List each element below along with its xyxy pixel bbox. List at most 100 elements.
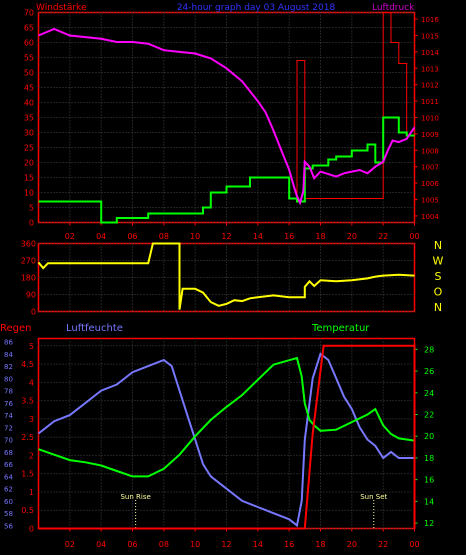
- sun-annotation: Sun Set: [360, 493, 387, 501]
- left-tick-label: 10: [24, 189, 34, 198]
- humidity-tick-label: 72: [4, 424, 13, 432]
- left-tick-label: 5: [29, 204, 34, 213]
- humidity-tick-label: 68: [4, 449, 13, 457]
- humidity-tick-label: 58: [4, 510, 13, 518]
- direction-tick-label: 360: [21, 240, 36, 249]
- x-tick-label: 22: [378, 540, 388, 549]
- pressure-series-line: [38, 27, 416, 206]
- x-tick-label: 00: [409, 540, 419, 549]
- right-tick-label: 1006: [421, 180, 439, 188]
- compass-label: W: [433, 255, 444, 268]
- x-tick-label: 10: [190, 540, 200, 549]
- humidity-tick-label: 80: [4, 375, 13, 383]
- humidity-series-line: [37, 352, 415, 528]
- direction-tick-label: 90: [26, 291, 36, 300]
- x-tick-label: 14: [253, 232, 263, 241]
- left-tick-label: 70: [24, 9, 34, 18]
- left-tick-label: 0: [29, 219, 34, 228]
- temp-tick-label: 20: [424, 432, 434, 441]
- compass-label: N: [434, 239, 442, 252]
- right-tick-label: 1005: [421, 197, 439, 205]
- regen-label: Regen: [0, 323, 32, 334]
- rain-tick-label: 1.5: [21, 470, 34, 479]
- x-tick-label: 12: [221, 232, 231, 241]
- right-tick-label: 1011: [421, 98, 439, 106]
- x-tick-label: 10: [190, 232, 200, 241]
- rain-tick-label: 2: [29, 451, 34, 460]
- right-tick-label: 1015: [421, 32, 439, 40]
- rain-tick-label: 5: [29, 342, 34, 351]
- x-tick-label: 08: [159, 540, 169, 549]
- x-tick-label: 20: [347, 540, 357, 549]
- left-tick-label: 45: [24, 84, 34, 93]
- x-tick-label: 06: [127, 540, 137, 549]
- x-tick-label: 16: [284, 232, 294, 241]
- left-tick-label: 40: [24, 99, 34, 108]
- rain-tick-label: 4: [29, 378, 34, 387]
- rain-tick-label: 3: [29, 415, 34, 424]
- x-tick-label: 18: [315, 232, 325, 241]
- left-tick-label: 30: [24, 129, 34, 138]
- rain-tick-label: 0.5: [21, 506, 34, 515]
- x-tick-label: 08: [159, 232, 169, 241]
- x-tick-label: 00: [409, 232, 419, 241]
- direction-tick-label: 0: [31, 308, 36, 317]
- x-tick-label: 22: [378, 232, 388, 241]
- humidity-tick-label: 82: [4, 363, 13, 371]
- humidity-tick-label: 62: [4, 486, 13, 494]
- temp-tick-label: 12: [424, 519, 434, 528]
- right-tick-label: 1016: [421, 16, 439, 24]
- x-tick-label: 02: [65, 540, 75, 549]
- rain-series-line: [38, 344, 416, 530]
- temp-tick-label: 14: [424, 497, 434, 506]
- temp-tick-label: 24: [424, 389, 434, 398]
- left-tick-label: 50: [24, 69, 34, 78]
- x-tick-label: 18: [315, 540, 325, 549]
- left-tick-label: 25: [24, 144, 34, 153]
- temp-tick-label: 16: [424, 476, 434, 485]
- compass-label: N: [434, 301, 442, 314]
- compass-label: S: [435, 270, 442, 283]
- humidity-tick-label: 76: [4, 400, 13, 408]
- humidity-tick-label: 86: [4, 339, 13, 347]
- rain-tick-label: 4.5: [21, 360, 34, 369]
- x-tick-label: 02: [65, 232, 75, 241]
- humidity-tick-label: 84: [4, 351, 13, 359]
- left-tick-label: 35: [24, 114, 34, 123]
- temperatur-label: Temperatur: [311, 323, 370, 334]
- x-tick-label: 04: [96, 540, 106, 549]
- temperature-series-line: [38, 356, 415, 478]
- right-tick-label: 1014: [421, 49, 439, 57]
- x-tick-label: 06: [127, 232, 137, 241]
- left-tick-label: 15: [24, 174, 34, 183]
- right-tick-label: 1008: [421, 147, 439, 155]
- temp-tick-label: 28: [424, 345, 434, 354]
- left-tick-label: 55: [24, 54, 34, 63]
- rain-tick-label: 2.5: [21, 433, 34, 442]
- left-tick-label: 60: [24, 39, 34, 48]
- right-tick-label: 1009: [421, 131, 439, 139]
- humidity-tick-label: 78: [4, 388, 13, 396]
- x-tick-label: 04: [96, 232, 106, 241]
- rain-tick-label: 3.5: [21, 397, 34, 406]
- luftdruck-label: Luftdruck: [372, 3, 415, 13]
- humidity-tick-label: 74: [4, 412, 13, 420]
- temp-tick-label: 18: [424, 454, 434, 463]
- right-tick-label: 1013: [421, 65, 439, 73]
- x-tick-label: 14: [253, 540, 263, 549]
- rain-tick-label: 1: [29, 488, 34, 497]
- right-tick-label: 1010: [421, 115, 439, 123]
- rain-tick-label: 0: [29, 525, 34, 534]
- right-tick-label: 1012: [421, 82, 439, 90]
- humidity-tick-label: 56: [4, 522, 13, 530]
- humidity-tick-label: 60: [4, 498, 13, 506]
- windstaerke-label: Windstärke: [36, 3, 87, 13]
- direction-series-line: [37, 242, 415, 310]
- humidity-tick-label: 64: [4, 473, 13, 481]
- chart-title: 24-hour graph day 03 August 2018: [177, 3, 336, 13]
- x-tick-label: 16: [284, 540, 294, 549]
- left-tick-label: 65: [24, 24, 34, 33]
- x-tick-label: 12: [221, 540, 231, 549]
- luftfeuchte-label: Luftfeuchte: [66, 323, 123, 334]
